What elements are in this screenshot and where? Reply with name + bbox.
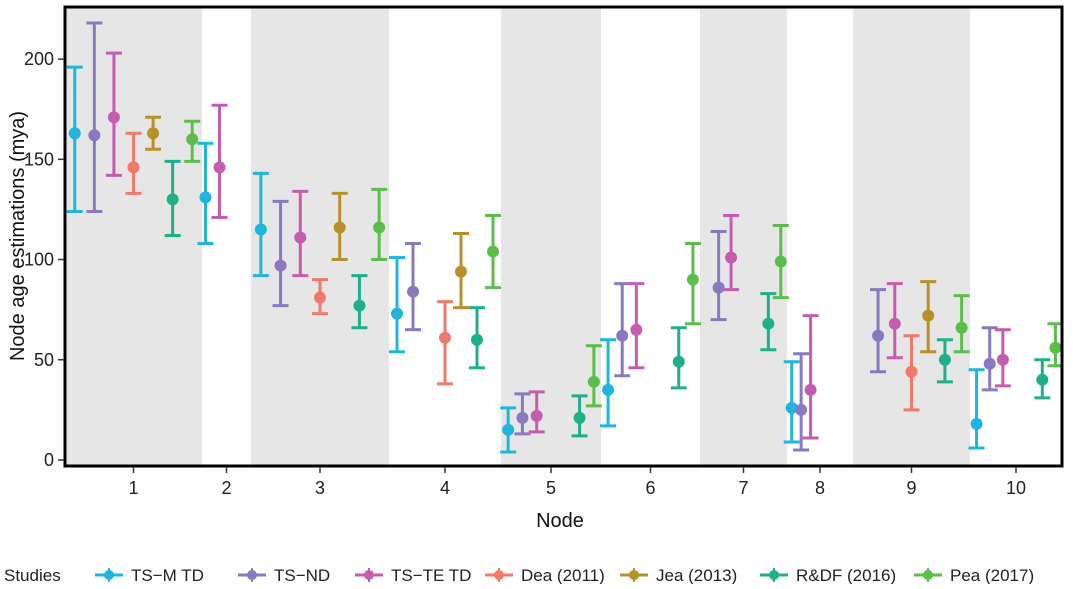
legend-item: TS−TE TD — [355, 566, 471, 585]
error-bar-point — [453, 231, 469, 310]
legend-item: Jea (2013) — [620, 566, 737, 585]
node-band — [65, 7, 202, 466]
error-bar-point — [920, 280, 937, 354]
legend-item: Dea (2011) — [485, 566, 605, 585]
error-bar-point — [312, 278, 328, 316]
error-bar-point — [66, 65, 83, 213]
error-bar-point — [389, 256, 405, 354]
error-bar-point — [197, 141, 214, 246]
error-bar-point — [684, 242, 701, 326]
error-bar-point — [125, 131, 142, 195]
y-tick-label: 100 — [24, 250, 54, 270]
legend-title: Studies — [4, 566, 61, 584]
error-bar-point — [405, 242, 421, 332]
legend: Studies TS−M TD TS−ND TS−TE TD Dea (2011) Jea… — [4, 566, 1034, 585]
y-tick-label: 200 — [24, 49, 54, 69]
legend-item: Pea (2017) — [914, 566, 1034, 585]
x-tick-label: 6 — [645, 478, 655, 498]
error-bar-point — [252, 171, 269, 278]
error-bar-point — [802, 314, 819, 440]
error-bar-point — [164, 159, 181, 237]
node-band — [501, 7, 601, 466]
error-bar-point — [500, 406, 517, 454]
error-bar-point — [903, 334, 920, 412]
chart-marks — [66, 21, 1064, 454]
error-bar-point — [994, 328, 1011, 388]
error-bar-point — [351, 274, 368, 330]
y-axis-label: Node age estimations (mya) — [7, 111, 29, 361]
error-bar-point — [710, 229, 727, 322]
x-axis: 1 2 3 4 5 6 7 8 9 10 — [128, 467, 1026, 498]
error-bar-point — [614, 282, 631, 378]
error-bar-point — [211, 103, 228, 219]
error-bar-point — [514, 392, 531, 436]
error-bar-point — [105, 51, 122, 177]
error-bar-point — [772, 223, 789, 300]
error-bar-point — [469, 306, 485, 370]
node-bands — [65, 7, 970, 466]
error-bar-point — [953, 294, 970, 354]
error-bar-point — [783, 360, 800, 444]
error-bar-point — [670, 326, 687, 390]
y-tick-label: 0 — [44, 450, 54, 470]
error-bar-point — [1034, 358, 1051, 400]
y-tick-label: 50 — [34, 350, 54, 370]
node-band — [700, 7, 787, 466]
y-axis: 0 50 100 150 200 — [24, 49, 64, 470]
x-tick-label: 4 — [440, 478, 450, 498]
x-tick-label: 1 — [128, 478, 138, 498]
legend-label: Pea (2017) — [950, 566, 1034, 584]
error-bar-point — [628, 282, 645, 370]
x-tick-label: 2 — [221, 478, 231, 498]
legend-label: TS−TE TD — [391, 566, 471, 584]
x-tick-label: 8 — [815, 478, 825, 498]
error-bar-point — [936, 338, 953, 384]
legend-label: R&DF (2016) — [796, 566, 896, 584]
legend-label: TS−M TD — [131, 566, 204, 584]
error-bar-point — [437, 300, 453, 386]
error-bar-point — [272, 199, 289, 308]
error-bar-point — [331, 191, 348, 262]
legend-label: Jea (2013) — [656, 566, 737, 584]
x-tick-label: 3 — [315, 478, 325, 498]
error-bar-point — [371, 187, 388, 262]
error-bar-point — [723, 213, 740, 292]
error-bar-point — [793, 352, 810, 452]
legend-label: TS−ND — [274, 566, 330, 584]
error-bar-point — [86, 21, 103, 213]
y-tick-label: 150 — [24, 149, 54, 169]
error-bar-point — [145, 115, 162, 151]
error-bar-point — [485, 213, 501, 290]
error-bar-point — [528, 390, 545, 434]
error-bar-point — [886, 282, 903, 360]
x-axis-label: Node — [536, 510, 584, 532]
error-bar-point — [760, 292, 777, 352]
x-tick-label: 10 — [1006, 478, 1026, 498]
error-bar-point — [600, 338, 617, 428]
error-bar-point — [571, 394, 588, 438]
error-bar-point — [292, 189, 309, 278]
legend-item: TS−M TD — [95, 566, 204, 585]
error-bar-point — [585, 344, 602, 408]
error-bar-point — [968, 368, 985, 450]
x-tick-label: 9 — [906, 478, 916, 498]
legend-item: R&DF (2016) — [760, 566, 896, 585]
x-tick-label: 5 — [546, 478, 556, 498]
plot-frame — [63, 5, 1064, 468]
node-band — [251, 7, 389, 466]
legend-label: Dea (2011) — [521, 566, 605, 584]
error-bar-point — [184, 119, 201, 163]
legend-item: TS−ND — [238, 566, 330, 585]
error-bar-point — [981, 326, 998, 392]
x-tick-label: 7 — [738, 478, 748, 498]
error-bar-point — [870, 288, 887, 374]
